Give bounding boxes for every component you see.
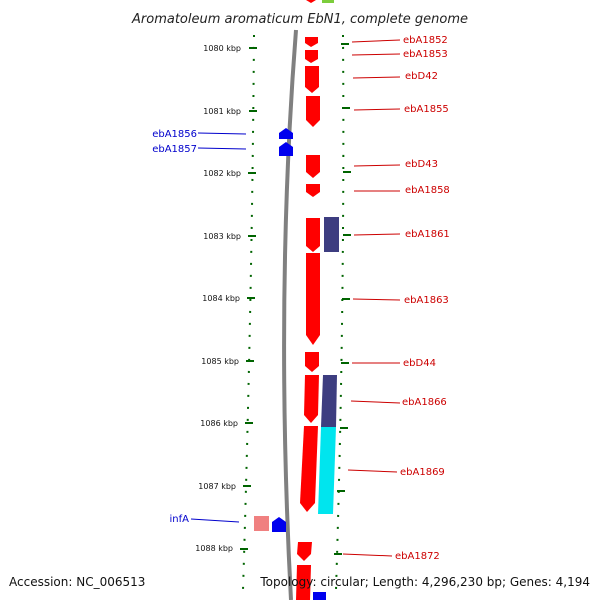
tick-mark <box>247 297 255 299</box>
tick-label: 1087 kbp <box>198 482 236 491</box>
leader-line <box>352 298 401 301</box>
gene-arrow-infA[interactable] <box>272 517 286 532</box>
gene-label[interactable]: ebA1866 <box>402 397 447 408</box>
gene-arrow-partial[interactable] <box>322 0 334 3</box>
tick-mark <box>334 553 342 555</box>
tick-label: 1084 kbp <box>202 294 240 303</box>
gene-arrow-ebD43[interactable] <box>306 155 320 178</box>
gene-arrow-ebA1856[interactable] <box>279 128 293 139</box>
map-title: Aromatoleum aromaticum EbN1, complete ge… <box>131 12 468 27</box>
gene-arrow-ebA1872[interactable] <box>297 542 312 561</box>
tick-label: 1085 kbp <box>201 357 239 366</box>
leader-line <box>351 53 401 56</box>
gene-arrow-ebA1866[interactable] <box>304 375 319 423</box>
right-ruler-track <box>335 34 345 591</box>
second-track-genes <box>313 217 339 600</box>
tick-mark <box>337 490 345 492</box>
leader-line <box>190 518 240 523</box>
gene-label[interactable]: ebA1858 <box>405 185 450 196</box>
tick-label: 1086 kbp <box>200 419 238 428</box>
tick-mark <box>248 235 256 237</box>
forward-strand-genes <box>296 37 320 600</box>
gene-label[interactable]: ebA1863 <box>404 295 449 306</box>
gene-label[interactable]: ebD43 <box>405 159 438 170</box>
topology-text: Topology: circular; Length: 4,296,230 bp… <box>259 575 590 589</box>
gene-label[interactable]: ebA1853 <box>403 49 448 60</box>
gene-label[interactable]: infA <box>170 514 190 525</box>
leader-line <box>353 164 401 167</box>
gene-label[interactable]: ebA1872 <box>395 551 440 562</box>
tick-mark <box>246 360 254 362</box>
tick-mark <box>341 43 349 45</box>
tick-labels: 1080 kbp 1081 kbp 1082 kbp 1083 kbp 1084… <box>195 44 241 553</box>
leader-line <box>347 469 398 473</box>
leader-line <box>350 400 401 404</box>
leader-line <box>197 132 247 135</box>
left-ruler-track <box>242 34 255 591</box>
leader-line <box>197 147 247 150</box>
left-leader-lines <box>190 132 247 523</box>
tick-mark <box>341 362 349 364</box>
gene-label[interactable]: ebD42 <box>405 71 438 82</box>
left-gene-labels: ebA1856 ebA1857 infA <box>152 129 197 525</box>
gene-arrow-ebA1855[interactable] <box>306 96 320 127</box>
gene-arrow-ebA1858[interactable] <box>306 184 320 197</box>
leader-line <box>352 76 401 79</box>
leader-line <box>353 233 401 236</box>
tick-mark <box>343 234 351 236</box>
gene-label[interactable]: ebA1856 <box>152 129 197 140</box>
gene-label[interactable]: ebA1852 <box>403 35 448 46</box>
tick-mark <box>243 485 251 487</box>
gene-label[interactable]: ebD44 <box>403 358 436 369</box>
tick-mark <box>342 107 350 109</box>
gene-label[interactable]: ebA1869 <box>400 467 445 478</box>
gene-label[interactable]: ebA1855 <box>404 104 449 115</box>
tick-mark <box>240 548 248 550</box>
gene-arrow-ebA1852[interactable] <box>305 37 318 47</box>
cyan-feature[interactable] <box>318 427 336 514</box>
tick-marks <box>240 43 351 555</box>
tick-label: 1081 kbp <box>203 107 241 116</box>
gene-arrow-ebD44[interactable] <box>305 352 319 372</box>
leader-line <box>351 39 401 43</box>
tick-mark <box>249 47 257 49</box>
gene-arrow-ebA1869[interactable] <box>300 426 318 512</box>
navy-feature[interactable] <box>321 375 337 427</box>
right-gene-labels: ebA1852 ebA1853 ebD42 ebA1855 ebD43 ebA1… <box>395 35 450 562</box>
genome-backbone <box>282 29 298 600</box>
gene-arrow-ebD42[interactable] <box>305 66 319 93</box>
pink-feature[interactable] <box>254 516 269 531</box>
gene-arrow-ebA1857[interactable] <box>279 142 293 156</box>
blue-feature[interactable] <box>313 592 326 600</box>
tick-label: 1083 kbp <box>203 232 241 241</box>
gene-arrow-forward[interactable] <box>306 0 316 3</box>
leader-line <box>353 108 401 111</box>
tick-label: 1088 kbp <box>195 544 233 553</box>
gene-arrow-ebA1853[interactable] <box>305 50 318 63</box>
tick-mark <box>343 171 351 173</box>
gene-arrow-ebA1863[interactable] <box>306 253 320 345</box>
reverse-strand-genes <box>254 128 293 532</box>
right-leader-lines <box>342 39 401 557</box>
leader-line <box>342 553 393 557</box>
tick-mark <box>249 110 257 112</box>
accession-text: Accession: NC_006513 <box>9 575 145 589</box>
gene-label[interactable]: ebA1857 <box>152 144 197 155</box>
gene-arrow-forward[interactable] <box>296 565 311 600</box>
tick-label: 1080 kbp <box>203 44 241 53</box>
tick-mark <box>340 427 348 429</box>
tick-mark <box>245 422 253 424</box>
gene-label[interactable]: ebA1861 <box>405 229 450 240</box>
gene-arrow-ebA1861[interactable] <box>306 218 320 252</box>
tick-mark <box>342 298 350 300</box>
navy-feature[interactable] <box>324 217 339 252</box>
tick-label: 1082 kbp <box>203 169 241 178</box>
tick-mark <box>248 172 256 174</box>
